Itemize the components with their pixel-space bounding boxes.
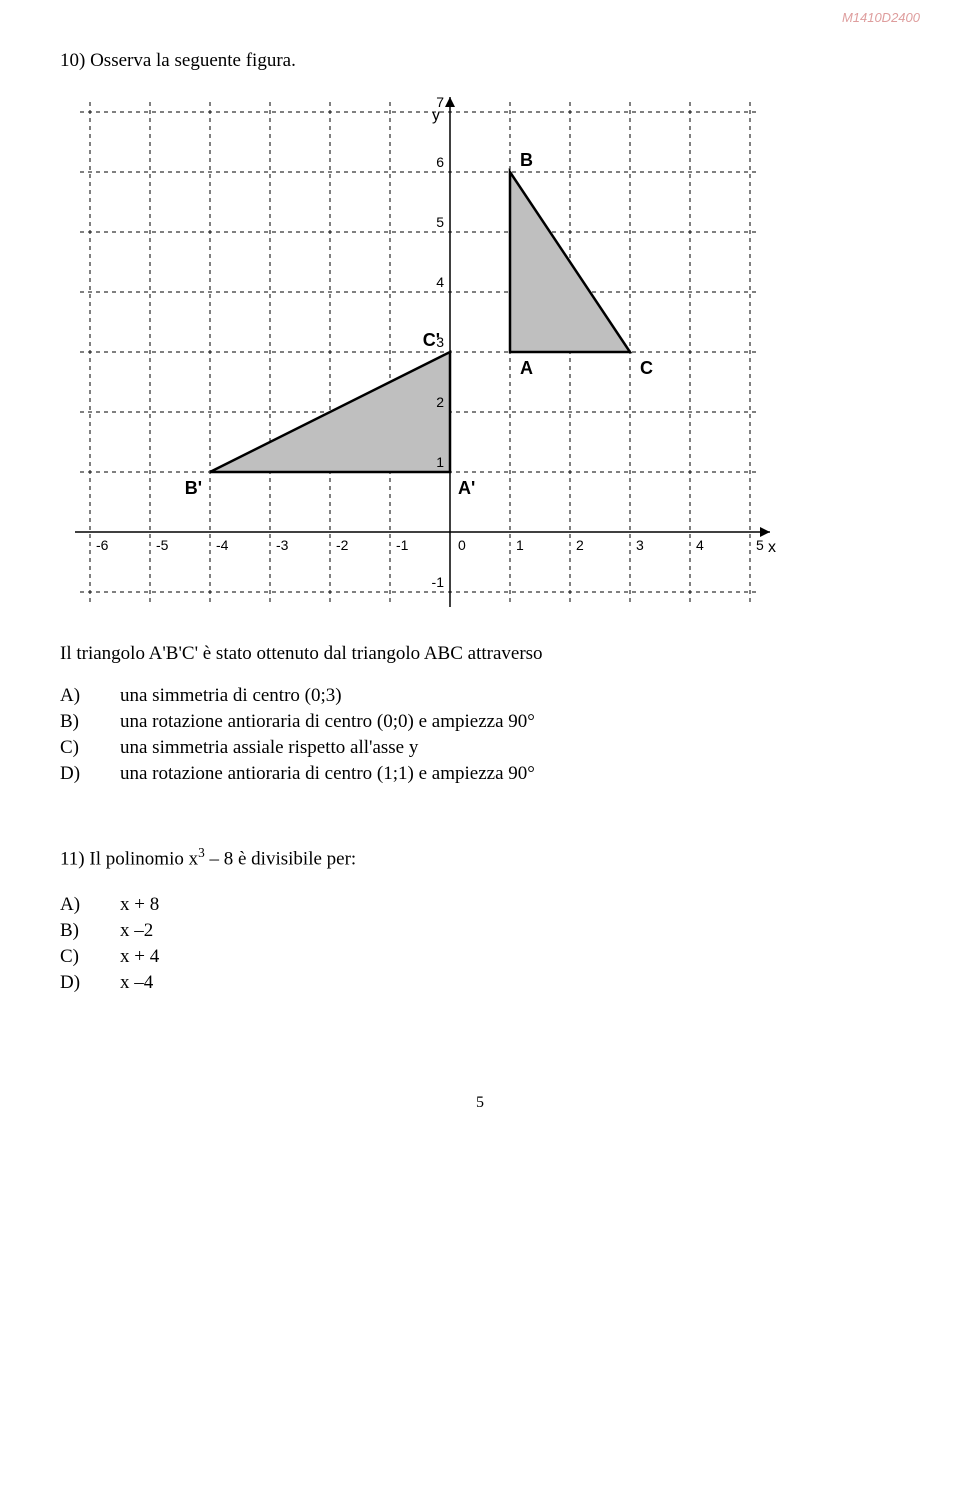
q11-choice-c: C) x + 4: [60, 946, 900, 968]
choice-text: una simmetria di centro (0;3): [120, 685, 900, 707]
svg-text:2: 2: [436, 394, 444, 410]
svg-text:y: y: [432, 107, 440, 124]
svg-text:-1: -1: [396, 537, 409, 553]
q11-prompt: 11) Il polinomio x3 – 8 è divisibile per…: [60, 845, 900, 870]
q10-choice-a: A) una simmetria di centro (0;3): [60, 685, 900, 707]
svg-text:3: 3: [636, 537, 644, 553]
q10-choice-b: B) una rotazione antioraria di centro (0…: [60, 711, 900, 733]
svg-text:-5: -5: [156, 537, 169, 553]
q10-choices: A) una simmetria di centro (0;3) B) una …: [60, 685, 900, 785]
svg-text:B': B': [185, 478, 202, 498]
choice-label: C): [60, 946, 120, 968]
choice-label: D): [60, 972, 120, 994]
page-number: 5: [60, 1094, 900, 1112]
svg-text:0: 0: [458, 537, 466, 553]
svg-text:-3: -3: [276, 537, 289, 553]
choice-label: B): [60, 711, 120, 733]
svg-text:-2: -2: [336, 537, 349, 553]
svg-text:C: C: [640, 358, 653, 378]
choice-text: x –2: [120, 920, 900, 942]
choice-label: D): [60, 763, 120, 785]
svg-text:C': C': [423, 330, 440, 350]
header-code: M1410D2400: [842, 10, 920, 25]
svg-text:6: 6: [436, 154, 444, 170]
choice-label: C): [60, 737, 120, 759]
svg-text:2: 2: [576, 537, 584, 553]
svg-text:A': A': [458, 478, 475, 498]
svg-text:5: 5: [756, 537, 764, 553]
svg-text:B: B: [520, 150, 533, 170]
q11-choice-a: A) x + 8: [60, 894, 900, 916]
choice-text: x + 4: [120, 946, 900, 968]
svg-text:4: 4: [696, 537, 704, 553]
q11-choice-b: B) x –2: [60, 920, 900, 942]
q10-figure: -6-5-4-3-2-1012345-11234567xyABCA'B'C': [60, 92, 900, 618]
choice-text: una simmetria assiale rispetto all'asse …: [120, 737, 900, 759]
coordinate-plane: -6-5-4-3-2-1012345-11234567xyABCA'B'C': [60, 92, 780, 612]
svg-text:-1: -1: [432, 574, 445, 590]
choice-text: una rotazione antioraria di centro (0;0)…: [120, 711, 900, 733]
choice-label: A): [60, 685, 120, 707]
svg-text:-4: -4: [216, 537, 229, 553]
svg-text:x: x: [768, 539, 776, 556]
svg-text:4: 4: [436, 274, 444, 290]
q11-choices: A) x + 8 B) x –2 C) x + 4 D) x –4: [60, 894, 900, 994]
q10-choice-c: C) una simmetria assiale rispetto all'as…: [60, 737, 900, 759]
q10-stem: Il triangolo A'B'C' è stato ottenuto dal…: [60, 643, 900, 665]
svg-text:5: 5: [436, 214, 444, 230]
choice-label: B): [60, 920, 120, 942]
svg-text:A: A: [520, 358, 533, 378]
svg-text:1: 1: [516, 537, 524, 553]
q10-prompt: 10) Osserva la seguente figura.: [60, 50, 900, 72]
q11-choice-d: D) x –4: [60, 972, 900, 994]
choice-label: A): [60, 894, 120, 916]
choice-text: x –4: [120, 972, 900, 994]
svg-text:-6: -6: [96, 537, 109, 553]
choice-text: una rotazione antioraria di centro (1;1)…: [120, 763, 900, 785]
q10-choice-d: D) una rotazione antioraria di centro (1…: [60, 763, 900, 785]
choice-text: x + 8: [120, 894, 900, 916]
svg-text:1: 1: [436, 454, 444, 470]
